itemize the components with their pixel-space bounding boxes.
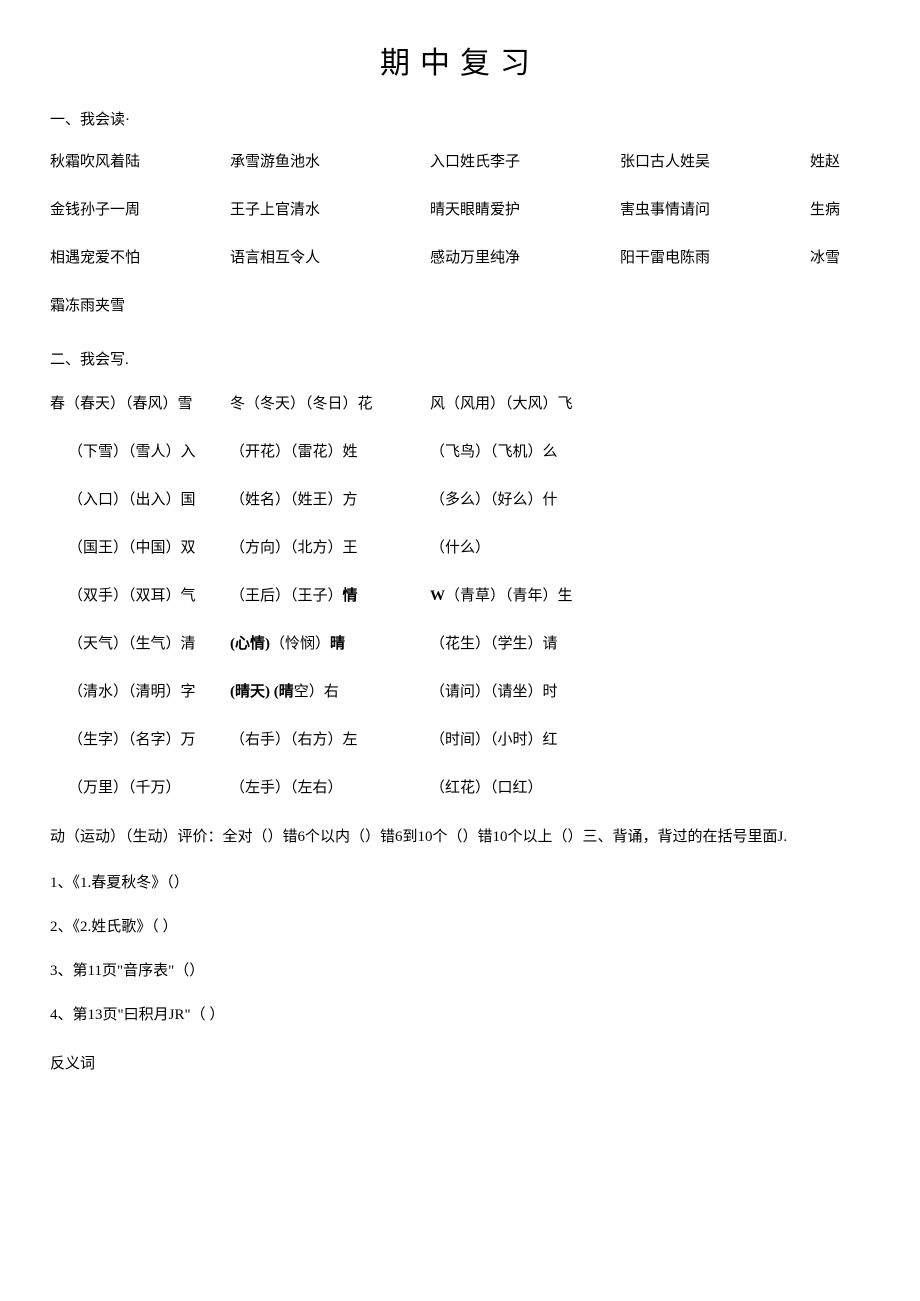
read-cell: 姓赵 [810, 150, 840, 174]
write-cell: (晴天) (晴空）右 [230, 680, 430, 704]
read-cell: 害虫事情请问 [620, 198, 810, 222]
write-cell: （万里）（千万） [50, 776, 230, 800]
read-cell [620, 294, 810, 318]
write-cell: （开花）（雷花）姓 [230, 440, 430, 464]
write-cell: （飞鸟）（飞机）么 [430, 440, 650, 464]
read-cell: 金钱孙子一周 [50, 198, 230, 222]
read-cell: 晴天眼睛爱护 [430, 198, 620, 222]
read-cell: 相遇宠爱不怕 [50, 246, 230, 270]
write-cell: （入口）（出入）国 [50, 488, 230, 512]
read-cell: 语言相互令人 [230, 246, 430, 270]
write-cell: （王后）（王子）情 [230, 584, 430, 608]
write-row: （入口）（出入）国 （姓名）（姓王）方 （多么）（好么）什 [50, 488, 870, 512]
write-cell: （请问）（请坐）时 [430, 680, 650, 704]
write-cell: W（青草）（青年）生 [430, 584, 650, 608]
write-cell: 春（春天）（春风）雪 [50, 392, 230, 416]
write-cell: (心情)（怜悯）晴 [230, 632, 430, 656]
read-row: 霜冻雨夹雪 [50, 294, 870, 318]
write-cell: （生字）（名字）万 [50, 728, 230, 752]
write-row: （下雪）（雪人）入 （开花）（雷花）姓 （飞鸟）（飞机）么 [50, 440, 870, 464]
read-cell: 感动万里纯净 [430, 246, 620, 270]
read-cell: 秋霜吹风着陆 [50, 150, 230, 174]
write-cell: （红花）（口红） [430, 776, 650, 800]
write-cell: （时间）（小时）红 [430, 728, 650, 752]
write-cell: （天气）（生气）清 [50, 632, 230, 656]
write-row: （万里）（千万） （左手）（左右） （红花）（口红） [50, 776, 870, 800]
read-table: 秋霜吹风着陆 承雪游鱼池水 入口姓氏李子 张口古人姓吴 姓赵 金钱孙子一周 王子… [50, 150, 870, 318]
write-cell: 冬（冬天）（冬日）花 [230, 392, 430, 416]
write-cell: （方向）（北方）王 [230, 536, 430, 560]
read-cell [230, 294, 430, 318]
read-row: 相遇宠爱不怕 语言相互令人 感动万里纯净 阳干雷电陈雨 冰雪 [50, 246, 870, 270]
read-cell: 王子上官清水 [230, 198, 430, 222]
write-cell: （国王）（中国）双 [50, 536, 230, 560]
recite-item: 3、第11页"音序表"（） [50, 959, 870, 983]
write-row: （清水）（清明）字 (晴天) (晴空）右 （请问）（请坐）时 [50, 680, 870, 704]
read-cell: 霜冻雨夹雪 [50, 294, 230, 318]
page-title: 期中复习 [50, 40, 870, 88]
read-row: 金钱孙子一周 王子上官清水 晴天眼睛爱护 害虫事情请问 生病 [50, 198, 870, 222]
read-cell [430, 294, 620, 318]
section2-header: 二、我会写. [50, 348, 870, 372]
write-cell: （姓名）（姓王）方 [230, 488, 430, 512]
write-cell: （花生）（学生）请 [430, 632, 650, 656]
write-row: （生字）（名字）万 （右手）（右方）左 （时间）（小时）红 [50, 728, 870, 752]
section1-header: 一、我会读· [50, 108, 870, 132]
antonym-header: 反义词 [50, 1052, 870, 1076]
read-cell: 入口姓氏李子 [430, 150, 620, 174]
read-cell: 冰雪 [810, 246, 840, 270]
write-cell: （左手）（左右） [230, 776, 430, 800]
recite-item: 4、第13页"曰积月JR"（ ） [50, 1003, 870, 1027]
write-cell: （右手）（右方）左 [230, 728, 430, 752]
read-row: 秋霜吹风着陆 承雪游鱼池水 入口姓氏李子 张口古人姓吴 姓赵 [50, 150, 870, 174]
read-cell: 承雪游鱼池水 [230, 150, 430, 174]
write-cell: （多么）（好么）什 [430, 488, 650, 512]
recite-item: 2、《2.姓氏歌》（ ） [50, 915, 870, 939]
write-cell: 风（风用）（大风）飞 [430, 392, 650, 416]
write-cell: （清水）（清明）字 [50, 680, 230, 704]
read-cell: 张口古人姓吴 [620, 150, 810, 174]
read-cell: 阳干雷电陈雨 [620, 246, 810, 270]
write-row: （天气）（生气）清 (心情)（怜悯）晴 （花生）（学生）请 [50, 632, 870, 656]
write-row: 春（春天）（春风）雪 冬（冬天）（冬日）花 风（风用）（大风）飞 [50, 392, 870, 416]
section2: 二、我会写. 春（春天）（春风）雪 冬（冬天）（冬日）花 风（风用）（大风）飞 … [50, 348, 870, 851]
write-cell: （什么） [430, 536, 650, 560]
read-cell: 生病 [810, 198, 840, 222]
write-table: 春（春天）（春风）雪 冬（冬天）（冬日）花 风（风用）（大风）飞 （下雪）（雪人… [50, 392, 870, 800]
write-cell: （双手）（双耳）气 [50, 584, 230, 608]
write-row: （双手）（双耳）气 （王后）（王子）情 W（青草）（青年）生 [50, 584, 870, 608]
write-cell: （下雪）（雪人）入 [50, 440, 230, 464]
write-row: （国王）（中国）双 （方向）（北方）王 （什么） [50, 536, 870, 560]
evaluation-line: 动（运动）（生动）评价：全对（）错6个以内（）错6到10个（）错10个以上（）三… [50, 824, 870, 851]
recite-item: 1、《1.春夏秋冬》（） [50, 871, 870, 895]
